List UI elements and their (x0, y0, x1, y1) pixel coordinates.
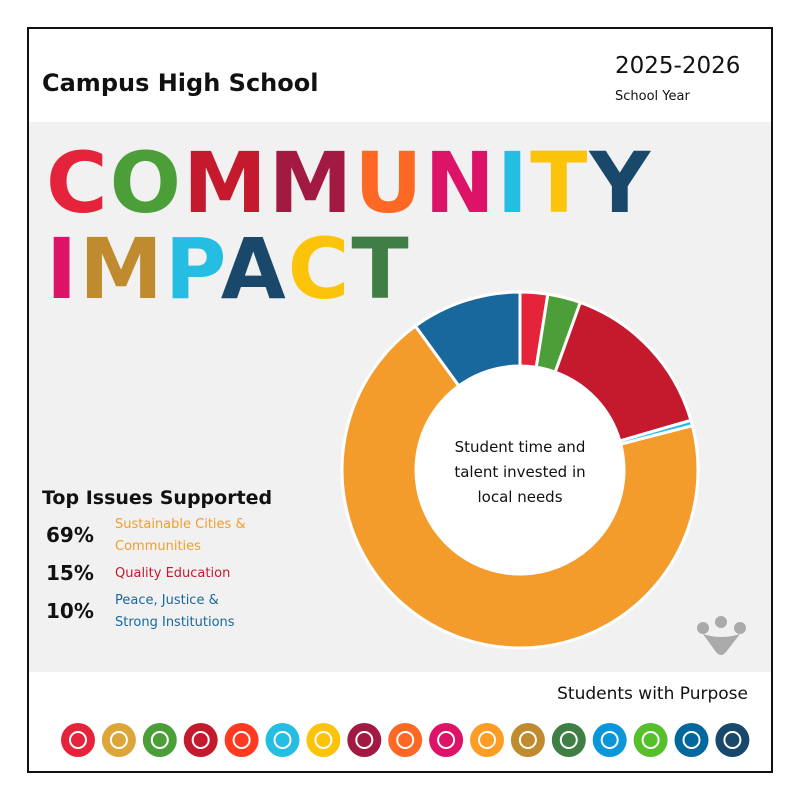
tagline: Students with Purpose (557, 684, 748, 704)
goal-icon-mark (478, 731, 496, 749)
year-label: School Year (615, 89, 690, 104)
donut-segment (413, 290, 522, 388)
goal-icons (61, 723, 750, 757)
goal-icon-mark (314, 731, 333, 749)
issue-percent: 15% (46, 561, 94, 585)
issue-name: Peace, Justice & Strong Institutions (115, 593, 235, 630)
title-line: COMMUNITY (46, 134, 652, 232)
issue-name: Quality Education (115, 566, 231, 581)
goal-icon (388, 723, 423, 757)
goal-icon-mark (641, 731, 660, 749)
center-label-box: Student time and talent invested in loca… (454, 438, 586, 506)
donut-segment (340, 323, 700, 650)
goal-icon (142, 723, 177, 757)
issue-name-box: Sustainable Cities & Communities (115, 517, 246, 554)
goal-icon (265, 723, 300, 757)
goal-icon-mark (518, 731, 537, 749)
donut-hole (417, 367, 623, 573)
goal-icon-mark (396, 731, 415, 749)
goal-icon-mark (355, 731, 374, 749)
goal-icon (470, 723, 504, 757)
goal-icon-mark (232, 731, 251, 749)
goal-icon (101, 723, 136, 757)
center-label: Student time and talent invested in loca… (454, 438, 586, 506)
goal-icon (347, 723, 382, 757)
goal-icon (429, 723, 464, 757)
goal-icon (715, 723, 750, 757)
goal-icon-mark (109, 731, 128, 749)
goal-icon-mark (437, 731, 456, 749)
issue-percent: 10% (46, 599, 94, 623)
goal-icon (551, 723, 586, 757)
goal-icon-mark (150, 731, 169, 749)
goal-icon (592, 723, 627, 757)
logo (697, 616, 746, 655)
goal-icon-mark (600, 731, 619, 749)
goal-icon-mark (723, 731, 742, 749)
goal-icon (306, 723, 341, 757)
goal-icon (183, 723, 218, 757)
issue-name: Sustainable Cities & Communities (115, 517, 246, 554)
goal-icon (61, 723, 95, 757)
issue-percent: 69% (46, 523, 94, 547)
goal-icon (224, 723, 259, 757)
title-line: IMPACT (46, 220, 411, 318)
goal-icon-mark (69, 731, 87, 749)
goal-icon (633, 723, 668, 757)
goal-icon (510, 723, 545, 757)
list-title: Top Issues Supported (42, 487, 272, 509)
goal-icon-mark (682, 731, 701, 749)
goal-icon-mark (559, 731, 578, 749)
issue-name-box: Quality Education (115, 566, 231, 581)
goal-icon-mark (273, 731, 292, 749)
school-name: Campus High School (42, 69, 318, 97)
school-year: 2025-2026 (615, 53, 740, 79)
goal-icon-mark (191, 731, 210, 749)
issue-name-box: Peace, Justice & Strong Institutions (115, 593, 235, 630)
goal-icon (674, 723, 709, 757)
